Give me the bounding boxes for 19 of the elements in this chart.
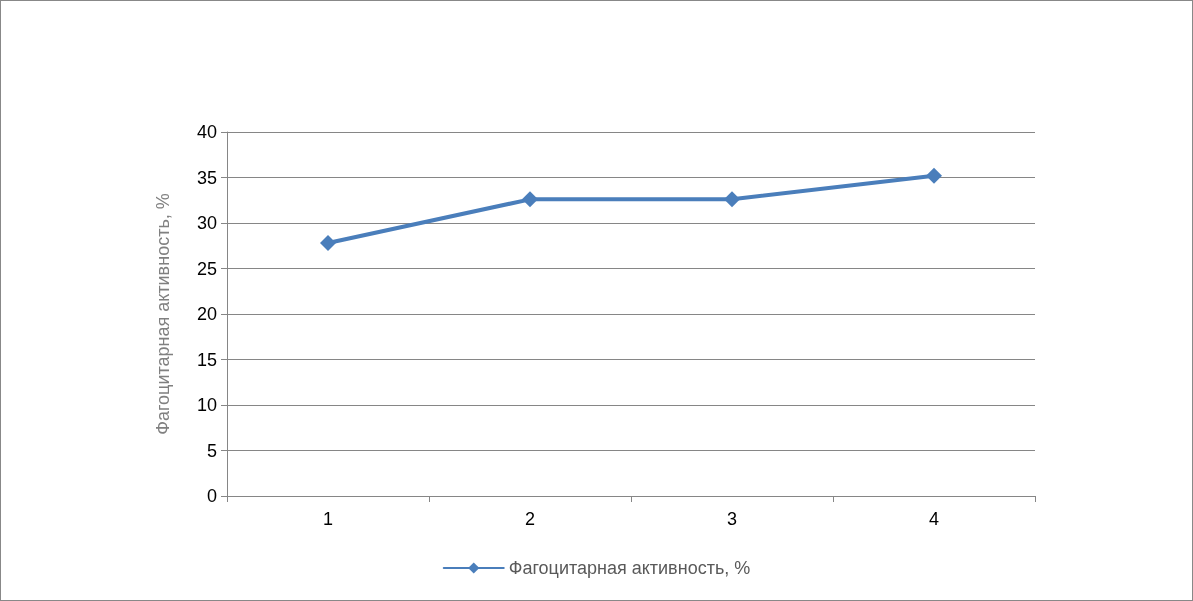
x-tick-label: 4: [928, 509, 940, 529]
x-tick-label: 2: [524, 509, 536, 529]
x-tick-label: 3: [726, 509, 738, 529]
y-axis-title: Фагоцитарная активность, %: [153, 193, 173, 435]
point: [522, 191, 538, 208]
point: [724, 191, 740, 208]
x-tick-label: 1: [322, 509, 334, 529]
y-tick-label: 0: [206, 486, 217, 506]
legend-label: Фагоцитарная активность, %: [508, 558, 751, 578]
y-tick-label: 35: [196, 167, 217, 188]
y-tick-label: 15: [196, 349, 217, 370]
point: [926, 167, 942, 184]
y-tick-label: 40: [196, 122, 217, 142]
y-tick-label: 25: [196, 258, 217, 279]
point: [320, 235, 336, 252]
y-tick-label: 10: [196, 395, 217, 415]
y-tick-label: 5: [206, 440, 217, 461]
y-tick-label: 30: [196, 213, 217, 233]
y-tick-label: 20: [196, 304, 217, 324]
